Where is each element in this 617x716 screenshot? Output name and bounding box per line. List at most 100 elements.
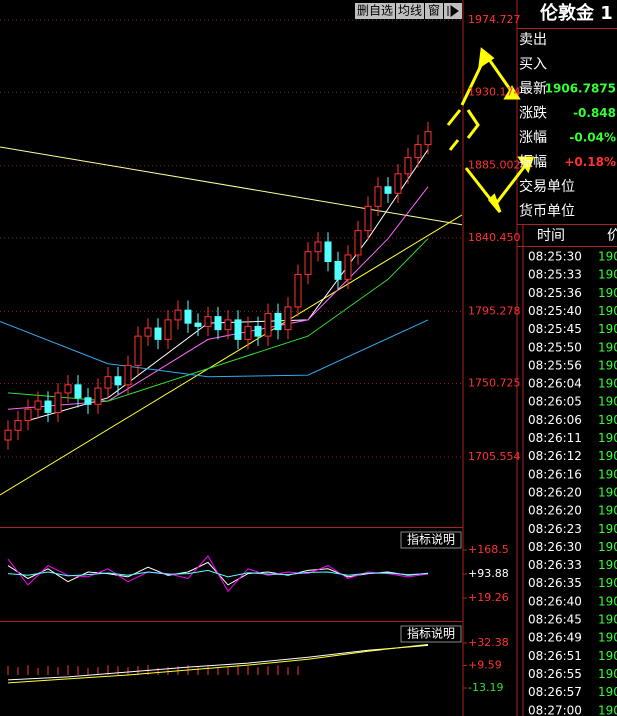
trade-time: 08:26:20 [528,485,582,499]
indicator-label: 指标说明 [407,626,455,641]
trade-price: 190 [598,685,617,699]
toolbar-button[interactable] [355,3,395,19]
trade-time: 08:25:56 [528,358,582,372]
indicator-line [7,643,429,684]
quote-value: -0.04% [569,131,616,145]
candle-body [354,230,362,256]
trade-time: 08:26:30 [528,540,582,554]
trade-time: 08:25:50 [528,340,582,354]
trade-time: 08:26:12 [528,449,582,463]
trade-time: 08:26:06 [528,413,582,427]
indicator-line [0,319,429,378]
indicator-line [0,214,463,496]
candle-body [114,376,122,386]
trade-time: 08:26:20 [528,504,582,518]
trade-price: 190 [598,649,617,663]
trade-price: 190 [598,395,617,409]
quote-label: 货币单位 [519,203,575,220]
y-tick-label: 1930.174 [468,85,521,98]
candle-body [314,241,322,253]
candle-body [244,325,252,340]
candle-body [164,319,172,340]
indicator-button[interactable] [400,625,462,643]
trade-price: 190 [598,613,617,627]
trade-time: 08:26:16 [528,467,582,481]
candle-body [174,309,182,321]
y-tick-label: +9.59 [468,659,502,672]
candle-body [424,131,432,146]
trade-price: 190 [598,413,617,427]
candle-body [334,260,342,280]
candle-body [184,309,192,324]
trade-time: 08:26:49 [528,631,582,645]
candle-body [414,144,422,159]
indicator-line [7,644,429,681]
trade-price: 190 [598,431,617,445]
toolbar-label: 均线 [398,4,422,18]
indicator-line [7,569,429,578]
candle-body [94,387,102,405]
candle-body [14,420,22,431]
trade-price: 190 [598,250,617,264]
indicator-button[interactable] [400,531,462,549]
quote-label: 买入 [519,57,547,73]
candle-body [44,400,52,413]
candle-body [194,322,202,327]
trade-header: 时间 [537,228,565,244]
trade-time: 08:26:57 [528,685,582,699]
trade-price: 190 [598,540,617,554]
quote-label: 涨幅 [519,130,547,146]
trade-header: 价 [607,228,617,244]
candle-body [4,429,12,441]
y-tick-label: 1705.554 [468,450,521,463]
trade-time: 08:26:04 [528,377,582,391]
y-tick-label: 1750.725 [468,377,521,390]
candle-body [234,319,242,340]
candle-body [294,273,302,308]
candle-body [54,392,62,413]
trade-price: 190 [598,449,617,463]
candle-body [154,327,162,340]
trade-price: 190 [598,358,617,372]
candle-body [344,254,352,280]
y-tick-label: 1885.002 [468,159,521,172]
trade-price: 190 [598,558,617,572]
candle-body [364,205,372,232]
indicator-label: 指标说明 [407,532,455,547]
y-tick-label: 1795.278 [468,304,521,317]
candle-body [104,376,112,389]
trade-price: 190 [598,340,617,354]
trade-price: 190 [598,304,617,318]
trade-time: 08:26:40 [528,594,582,608]
toolbar-button[interactable] [396,3,424,19]
trade-price: 190 [598,667,617,681]
quote-title: 伦敦金 1 [540,2,613,24]
y-tick-label: +168.5 [468,543,509,556]
annotation-arrows [446,47,535,213]
trade-time: 08:27:00 [528,703,582,716]
indicator-line [0,146,463,226]
candle-body [34,400,42,410]
candle-body [24,408,32,422]
toolbar-label: 删自选 [357,4,393,18]
quote-label: 最新 [519,81,547,97]
candle-body [254,325,262,337]
trade-price: 190 [598,504,617,518]
candle-body [274,312,282,331]
trade-time: 08:25:33 [528,268,582,282]
candle-body [264,312,272,337]
trade-time: 08:26:33 [528,558,582,572]
toolbar-icon [447,5,459,17]
quote-value: -0.848 [573,106,616,120]
toolbar-button[interactable] [425,3,443,19]
trade-price: 190 [598,522,617,536]
trade-time: 08:26:35 [528,576,582,590]
quote-label: 振幅 [519,155,547,171]
quote-value: +0.18% [564,155,616,169]
trade-price: 190 [598,322,617,336]
candle-body [394,173,402,194]
candle-body [214,316,222,331]
toolbar-label: 窗 [428,4,440,18]
